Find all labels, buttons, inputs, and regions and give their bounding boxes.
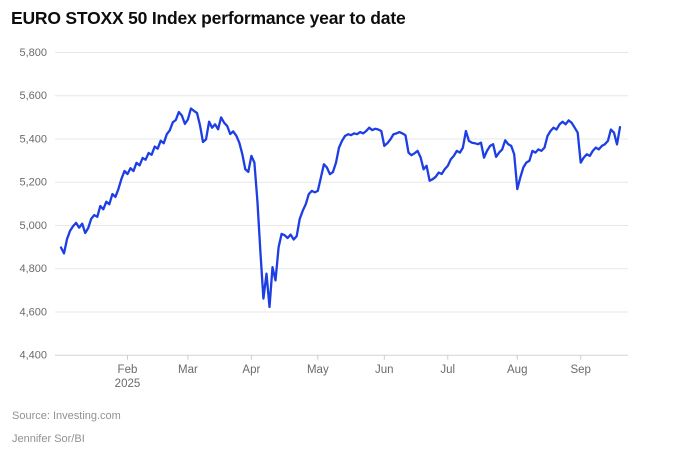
x-axis-label: May: [307, 364, 329, 376]
price-line: [59, 107, 622, 309]
x-axis-label: Aug: [507, 364, 527, 376]
x-axis-label: Mar: [178, 364, 198, 376]
x-axis-label: Sep: [570, 364, 590, 376]
x-axis-label: Apr: [242, 364, 260, 376]
y-axis-label: 4,400: [19, 350, 47, 362]
y-axis-label: 5,600: [19, 90, 47, 102]
y-axis-label: 5,000: [19, 220, 47, 232]
y-axis-label: 5,200: [19, 177, 47, 189]
source-credit: Source: Investing.com: [12, 410, 121, 422]
x-axis-label: Feb: [118, 364, 138, 376]
y-axis-label: 5,400: [19, 133, 47, 145]
y-axis-label: 5,800: [19, 47, 47, 59]
chart-title: EURO STOXX 50 Index performance year to …: [11, 8, 406, 28]
x-axis-label: Jul: [440, 364, 455, 376]
y-axis-label: 4,800: [19, 263, 47, 275]
y-axis-label: 4,600: [19, 306, 47, 318]
x-axis-label: Jun: [375, 364, 394, 376]
author-credit: Jennifer Sor/BI: [12, 433, 85, 445]
x-axis-year-label: 2025: [115, 378, 141, 390]
